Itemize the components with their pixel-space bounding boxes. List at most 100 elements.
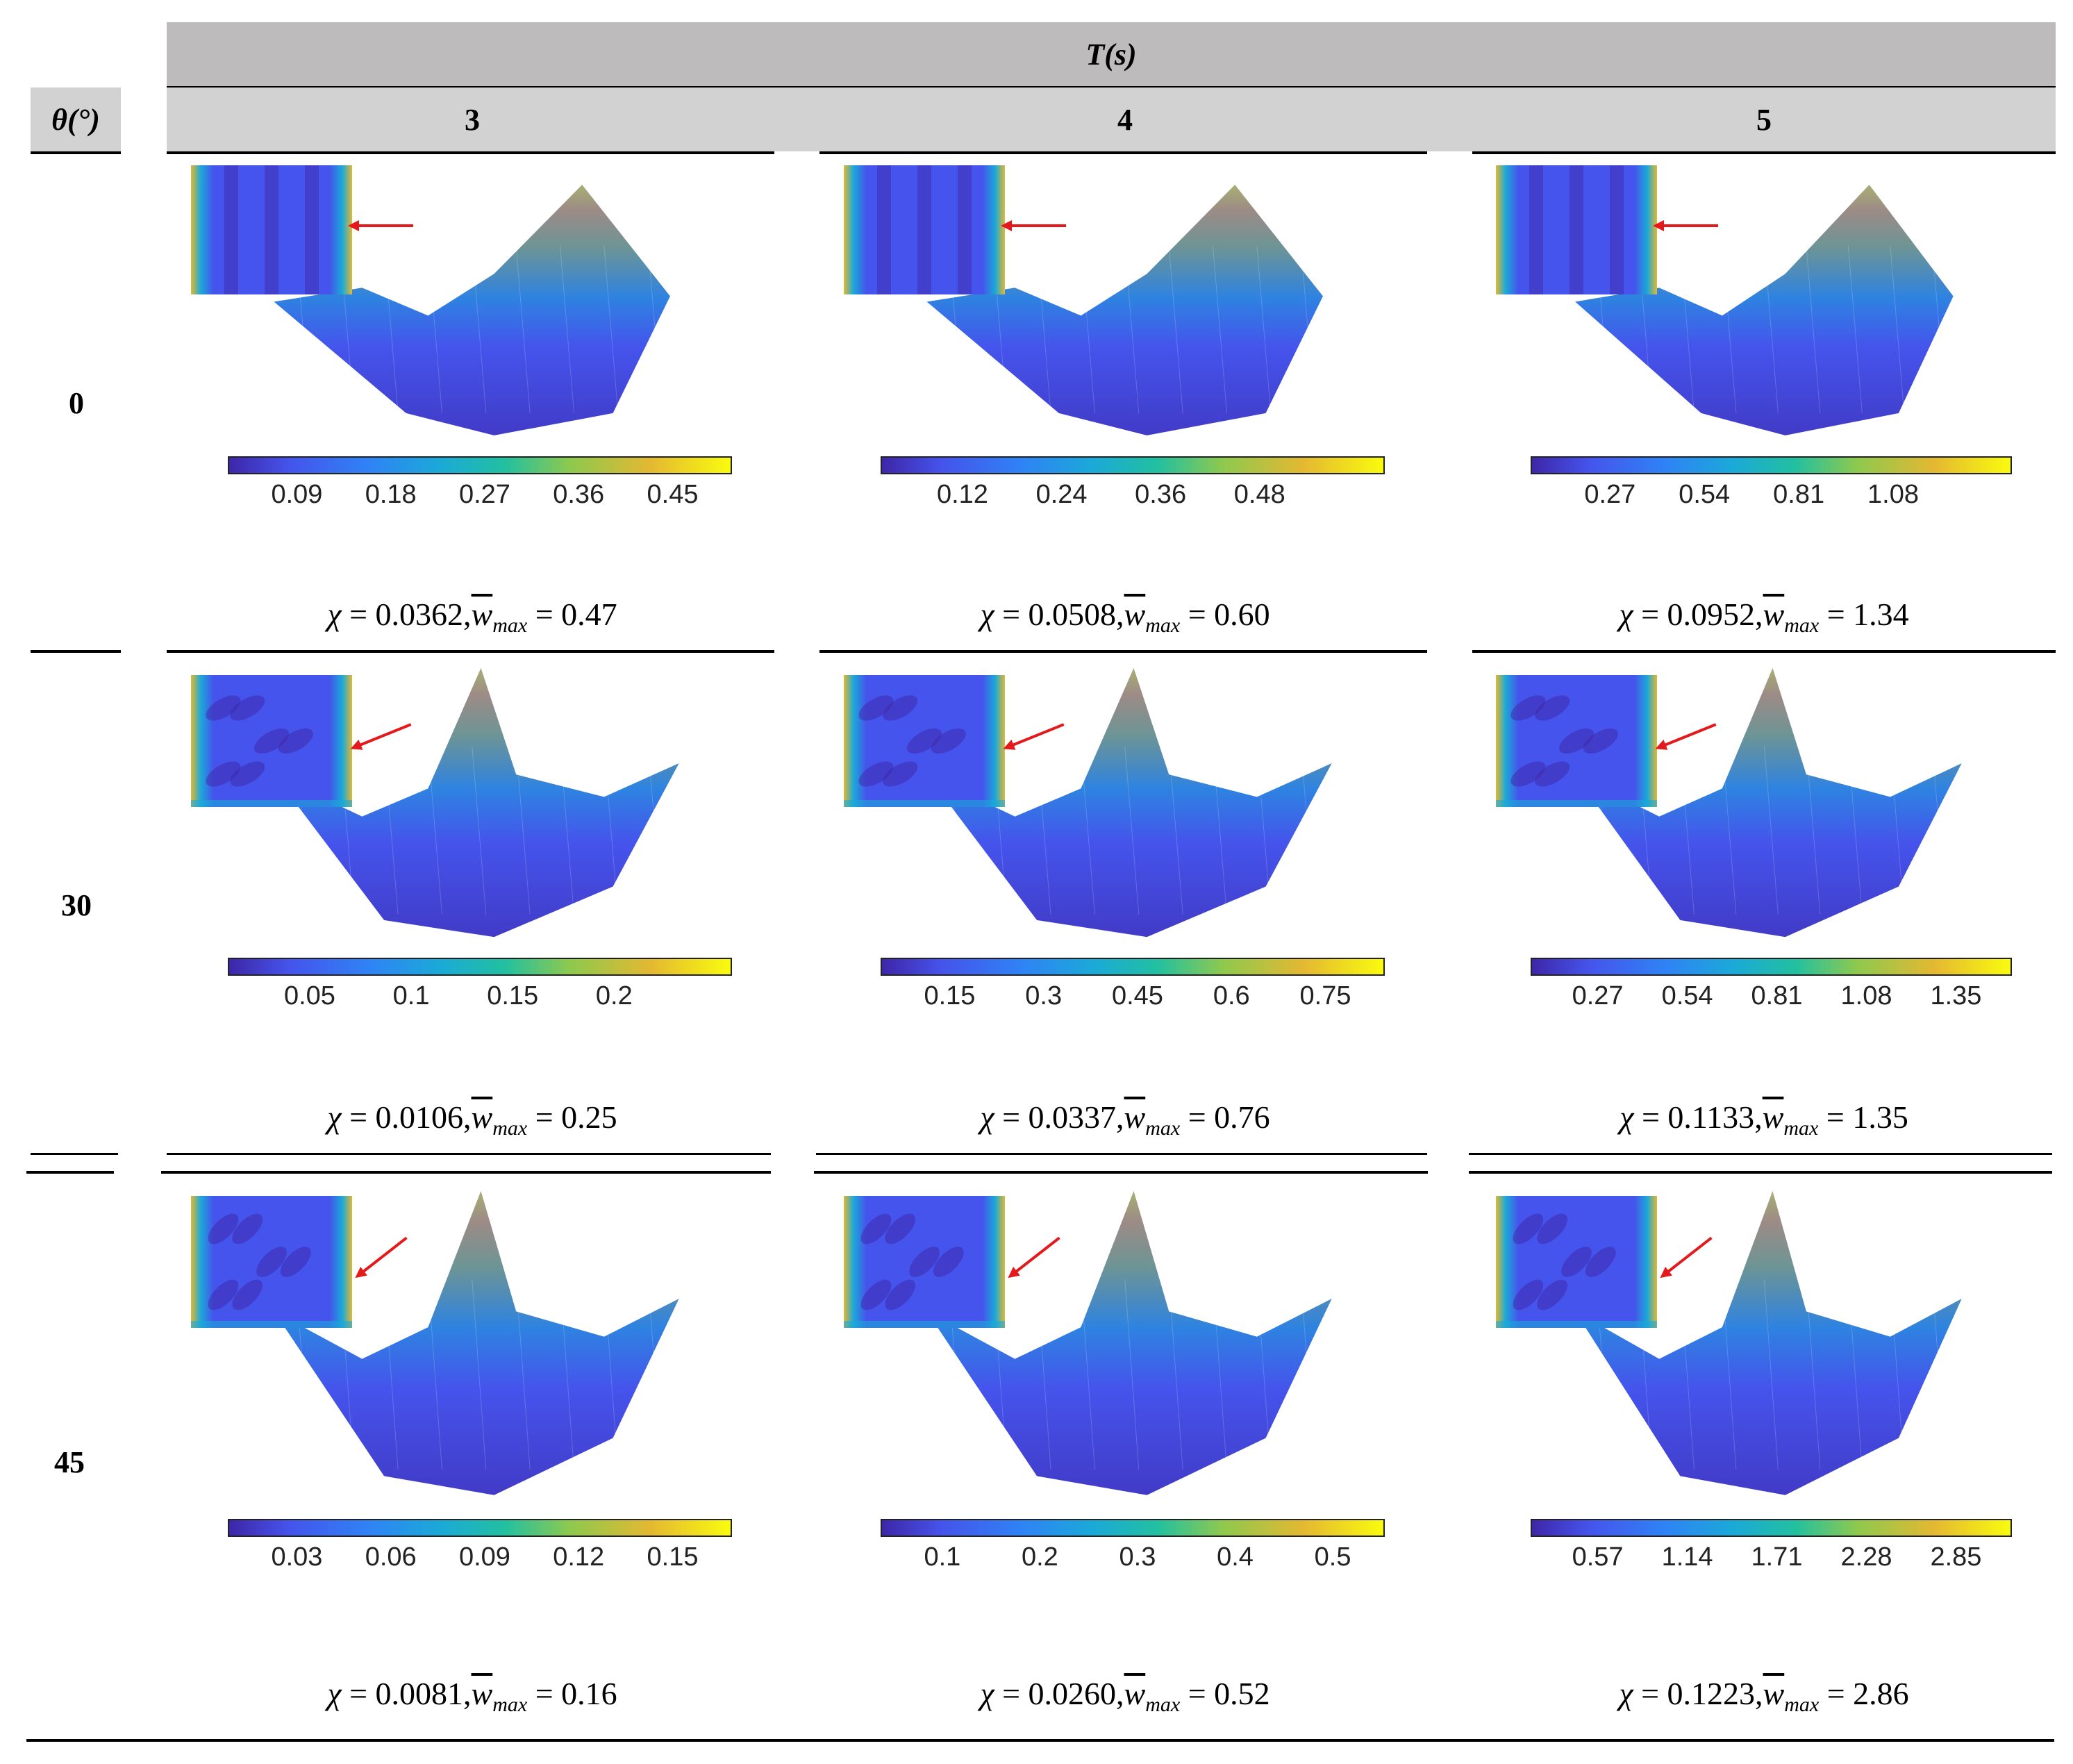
separator: , xyxy=(1116,1676,1124,1711)
equals-sign: = xyxy=(1180,1099,1215,1135)
period-label: 5 xyxy=(1756,102,1772,137)
cell-caption: χ = 0.0952,wmax = 1.34 xyxy=(1472,596,2056,638)
w-symbol: w xyxy=(1763,1676,1785,1711)
table-bottom-rule xyxy=(26,1739,2054,1742)
wave-surface-plot xyxy=(1574,185,1954,436)
wave-surface-plot xyxy=(1574,1191,1962,1495)
equals-sign: = xyxy=(527,1676,562,1711)
row-rule xyxy=(819,650,1427,653)
colorbar-tick-label: 1.08 xyxy=(1840,981,1892,1011)
w-subscript: max xyxy=(1145,1117,1181,1140)
header-rule xyxy=(167,86,2056,88)
separator: , xyxy=(1754,1099,1763,1135)
w-symbol: w xyxy=(1763,597,1785,632)
wave-direction-arrow-icon xyxy=(1652,220,1718,232)
wave-surface-plot xyxy=(926,1191,1332,1495)
colorbar-tick-label: 0.5 xyxy=(1314,1542,1351,1572)
wmax-value: 0.25 xyxy=(561,1099,617,1135)
chi-symbol: χ xyxy=(1620,1099,1634,1135)
colorbar-ticks: 0.03 0.06 0.09 0.12 0.15 xyxy=(271,1542,698,1572)
cell-caption: χ = 0.0081,wmax = 0.16 xyxy=(167,1675,778,1717)
wave-field-inset xyxy=(844,165,1006,294)
colorbar xyxy=(881,958,1385,976)
colorbar-tick-label: 0.27 xyxy=(458,479,510,509)
equals-sign: = xyxy=(527,1099,562,1135)
colorbar-tick-label: 0.2 xyxy=(1021,1542,1058,1572)
wmax-value: 1.34 xyxy=(1853,597,1909,632)
colorbar-tick-label: 1.08 xyxy=(1867,479,1919,509)
colorbar-tick-label: 1.71 xyxy=(1751,1542,1803,1572)
colorbar xyxy=(228,958,732,976)
chi-value: 0.0081 xyxy=(375,1676,464,1711)
colorbar-ticks: 0.09 0.18 0.27 0.36 0.45 xyxy=(271,480,698,510)
colorbar-tick-label: 0.2 xyxy=(595,981,633,1011)
row-rule xyxy=(1469,1153,2052,1155)
chi-value: 0.0337 xyxy=(1028,1099,1117,1135)
wmax-value: 0.52 xyxy=(1214,1676,1270,1711)
theta-header: θ(°) xyxy=(31,88,121,151)
equals-sign: = xyxy=(341,597,376,632)
chi-symbol: χ xyxy=(327,1676,342,1711)
equals-sign: = xyxy=(1633,1099,1668,1135)
colorbar-tick-label: 0.27 xyxy=(1584,479,1636,509)
colorbar-tick-label: 0.15 xyxy=(647,1542,699,1572)
figure-cell: 0.05 0.1 0.15 0.2 χ = 0.0106,wmax = 0.25 xyxy=(167,653,778,1153)
colorbar-tick-label: 0.1 xyxy=(392,981,430,1011)
row-rule xyxy=(167,650,774,653)
colorbar-tick-label: 2.28 xyxy=(1840,1542,1892,1572)
chi-symbol: χ xyxy=(980,597,994,632)
equals-sign: = xyxy=(994,597,1029,632)
colorbar-tick-label: 0.15 xyxy=(924,981,976,1011)
chi-value: 0.0508 xyxy=(1028,597,1117,632)
colorbar-tick-label: 0.6 xyxy=(1213,981,1250,1011)
w-subscript: max xyxy=(1145,614,1181,638)
wave-field-inset xyxy=(191,165,353,294)
wave-direction-arrow-icon xyxy=(348,220,414,232)
separator: , xyxy=(463,1676,472,1711)
colorbar xyxy=(228,456,732,474)
row-rule xyxy=(1472,151,2056,154)
equals-sign: = xyxy=(994,1676,1029,1711)
cell-caption: χ = 0.0508,wmax = 0.60 xyxy=(819,596,1431,638)
figure-cell: 0.15 0.3 0.45 0.6 0.75 χ = 0.0337,wmax = 0.76 xyxy=(819,653,1431,1153)
colorbar-tick-label: 0.81 xyxy=(1751,981,1803,1011)
chi-symbol: χ xyxy=(1619,597,1633,632)
cell-caption: χ = 0.0337,wmax = 0.76 xyxy=(819,1099,1431,1140)
equals-sign: = xyxy=(1819,597,1854,632)
w-subscript: max xyxy=(492,1693,528,1717)
period-label: 3 xyxy=(465,102,480,137)
chi-value: 0.0952 xyxy=(1667,597,1756,632)
colorbar-tick-label: 0.03 xyxy=(271,1542,323,1572)
wave-direction-arrow-icon xyxy=(350,723,412,750)
equals-sign: = xyxy=(1818,1099,1853,1135)
wave-direction-arrow-icon xyxy=(1008,1236,1060,1279)
row-rule xyxy=(31,151,121,154)
chi-value: 0.1133 xyxy=(1667,1099,1755,1135)
w-subscript: max xyxy=(1784,1693,1820,1717)
cell-caption: χ = 0.0260,wmax = 0.52 xyxy=(819,1675,1431,1717)
cell-caption: χ = 0.0362,wmax = 0.47 xyxy=(167,596,778,638)
wave-field-inset xyxy=(191,675,353,807)
chi-symbol: χ xyxy=(327,597,342,632)
period-label: 4 xyxy=(1117,102,1133,137)
chi-symbol: χ xyxy=(980,1676,994,1711)
separator: , xyxy=(1116,597,1124,632)
colorbar-ticks: 0.1 0.2 0.3 0.4 0.5 xyxy=(924,1542,1351,1572)
separator: , xyxy=(1116,1099,1124,1135)
figure-cell: 0.27 0.54 0.81 1.08 χ = 0.0952,wmax = 1.34 xyxy=(1472,153,2056,650)
colorbar-tick-label: 0.1 xyxy=(924,1542,961,1572)
colorbar-tick-label: 1.14 xyxy=(1661,1542,1713,1572)
row-rule xyxy=(31,1153,118,1155)
cell-caption: χ = 0.0106,wmax = 0.25 xyxy=(167,1099,778,1140)
row-label-theta: 45 xyxy=(54,1445,85,1479)
colorbar-tick-label: 0.54 xyxy=(1679,479,1731,509)
wave-field-inset xyxy=(191,1196,353,1328)
wmax-value: 0.60 xyxy=(1214,597,1270,632)
equals-sign: = xyxy=(994,1099,1029,1135)
w-symbol: w xyxy=(471,1099,493,1135)
w-subscript: max xyxy=(492,1117,528,1140)
period-header-5: 5 xyxy=(1472,88,2056,151)
wave-direction-arrow-icon xyxy=(355,1236,408,1279)
wmax-value: 0.76 xyxy=(1214,1099,1270,1135)
colorbar-ticks: 0.27 0.54 0.81 1.08 xyxy=(1584,480,1919,510)
